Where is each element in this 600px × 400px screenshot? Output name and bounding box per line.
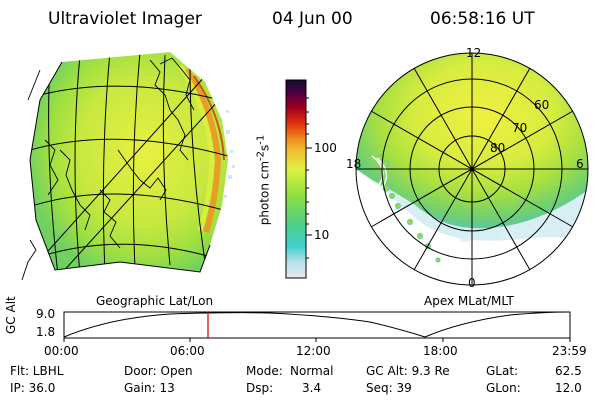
mlt-label-18: 18 (346, 157, 362, 171)
timeline-xtick-0600: 06:00 (170, 344, 205, 358)
mlt-label-6: 6 (576, 157, 584, 171)
mlt-label-12: 12 (466, 46, 482, 60)
glat-label: GLat: (486, 364, 519, 378)
mlat-label-80: 80 (490, 141, 506, 155)
image-date: 04 Jun 00 (272, 9, 353, 29)
mlat-label-60: 60 (534, 98, 550, 112)
gain-value: Gain: 13 (124, 381, 175, 395)
apex-caption: Apex MLat/MLT (424, 294, 514, 308)
colorbar-scale (285, 79, 307, 279)
image-time: 06:58:16 UT (430, 9, 535, 29)
mlat-label-70: 70 (512, 121, 528, 135)
colorbar-tick-10: 10 (314, 228, 330, 242)
timeline-xtick-1800: 18:00 (423, 344, 458, 358)
dsp-label: Dsp: (246, 381, 274, 395)
polar-grid (355, 52, 589, 286)
coastlines (21, 57, 195, 281)
glat-value: 62.5 (555, 364, 582, 378)
sequence-value: Seq: 39 (366, 381, 412, 395)
gc-altitude: GC Alt: 9.3 Re (366, 364, 450, 378)
colorbar-tick-100: 100 (314, 141, 337, 155)
geographic-map (21, 52, 235, 281)
ip-value: IP: 36.0 (10, 381, 56, 395)
timeline-ylabel: GC Alt (4, 296, 18, 334)
glon-label: GLon: (486, 381, 521, 395)
timeline-xtick-2359: 23:59 (552, 344, 587, 358)
glon-value: 12.0 (555, 381, 582, 395)
geographic-caption: Geographic Lat/Lon (96, 294, 214, 308)
timeline-ytick-bottom: 1.8 (36, 325, 56, 339)
timeline-xtick-1200: 12:00 (296, 344, 331, 358)
mode-label: Mode: (246, 364, 283, 378)
orbit-altitude-curve (63, 311, 571, 338)
colorbar (285, 79, 312, 279)
timeline-xtick-0000: 00:00 (44, 344, 79, 358)
door-value: Door: Open (124, 364, 193, 378)
colorbar-label: photon cm-2s-1 (255, 134, 272, 226)
dsp-value: 3.4 (302, 381, 322, 395)
mode-value: Normal (290, 364, 334, 378)
mlt-label-0: 0 (468, 276, 476, 290)
polar-map (355, 52, 589, 286)
filter-value: Flt: LBHL (10, 364, 64, 378)
limb-glow (183, 68, 222, 233)
orbit-timeline (63, 311, 571, 342)
timeline-ytick-top: 9.0 (36, 307, 56, 321)
left-emission-image (30, 52, 228, 272)
app-title: Ultraviolet Imager (48, 9, 202, 29)
